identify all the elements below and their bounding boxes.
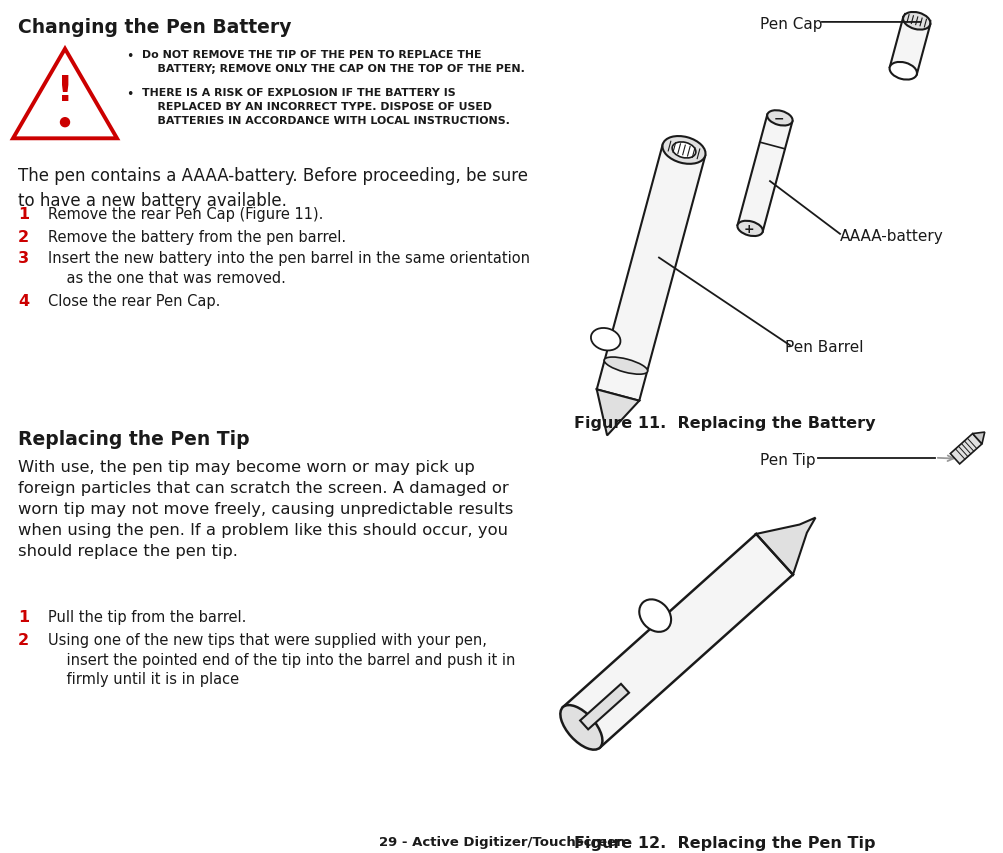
Ellipse shape [604, 357, 647, 374]
Text: Do NOT REMOVE THE TIP OF THE PEN TO REPLACE THE
    BATTERY; REMOVE ONLY THE CAP: Do NOT REMOVE THE TIP OF THE PEN TO REPL… [141, 49, 525, 74]
Polygon shape [563, 534, 792, 748]
Text: The pen contains a AAAA-battery. Before proceeding, be sure
to have a new batter: The pen contains a AAAA-battery. Before … [18, 167, 528, 210]
Ellipse shape [662, 136, 705, 165]
Text: 4: 4 [18, 293, 29, 308]
Polygon shape [596, 390, 639, 436]
Ellipse shape [736, 222, 762, 237]
Polygon shape [596, 145, 704, 401]
Text: Close the rear Pen Cap.: Close the rear Pen Cap. [48, 293, 220, 308]
Text: +: + [743, 223, 753, 235]
Text: THERE IS A RISK OF EXPLOSION IF THE BATTERY IS
    REPLACED BY AN INCORRECT TYPE: THERE IS A RISK OF EXPLOSION IF THE BATT… [141, 88, 510, 126]
Text: 29 - Active Digitizer/Touchscreen: 29 - Active Digitizer/Touchscreen [378, 835, 625, 848]
Text: Changing the Pen Battery: Changing the Pen Battery [18, 18, 291, 37]
Ellipse shape [671, 142, 695, 159]
Text: 3: 3 [18, 251, 29, 265]
Text: Pen Cap: Pen Cap [759, 17, 821, 32]
Text: Figure 12.  Replacing the Pen Tip: Figure 12. Replacing the Pen Tip [574, 835, 875, 850]
Polygon shape [13, 49, 117, 139]
Polygon shape [889, 18, 930, 75]
Ellipse shape [639, 600, 670, 632]
Text: Insert the new battery into the pen barrel in the same orientation
    as the on: Insert the new battery into the pen barr… [48, 251, 530, 285]
Text: Remove the rear Pen Cap (Figure 11).: Remove the rear Pen Cap (Figure 11). [48, 206, 323, 222]
Ellipse shape [591, 328, 620, 351]
Ellipse shape [766, 111, 791, 126]
Polygon shape [972, 432, 984, 444]
Text: •: • [125, 49, 133, 62]
Polygon shape [950, 434, 981, 464]
Ellipse shape [902, 13, 930, 31]
Text: Pen Barrel: Pen Barrel [784, 339, 863, 355]
Ellipse shape [889, 63, 916, 80]
Polygon shape [580, 684, 629, 729]
Polygon shape [737, 115, 791, 233]
Text: 2: 2 [18, 229, 29, 245]
Text: 2: 2 [18, 632, 29, 647]
Text: −: − [773, 113, 783, 125]
Text: 1: 1 [18, 609, 29, 624]
Polygon shape [755, 518, 814, 575]
Text: Pen Tip: Pen Tip [759, 452, 814, 467]
Text: With use, the pen tip may become worn or may pick up
foreign particles that can : With use, the pen tip may become worn or… [18, 459, 513, 558]
Text: !: ! [57, 74, 73, 107]
Text: Figure 11.  Replacing the Battery: Figure 11. Replacing the Battery [574, 415, 875, 431]
Text: AAAA-battery: AAAA-battery [840, 229, 943, 244]
Ellipse shape [560, 705, 602, 750]
Text: Pull the tip from the barrel.: Pull the tip from the barrel. [48, 609, 246, 624]
Text: 1: 1 [18, 206, 29, 222]
Circle shape [60, 119, 69, 127]
Text: Replacing the Pen Tip: Replacing the Pen Tip [18, 429, 250, 449]
Text: Remove the battery from the pen barrel.: Remove the battery from the pen barrel. [48, 229, 346, 245]
Text: Using one of the new tips that were supplied with your pen,
    insert the point: Using one of the new tips that were supp… [48, 632, 515, 687]
Text: •: • [125, 88, 133, 101]
